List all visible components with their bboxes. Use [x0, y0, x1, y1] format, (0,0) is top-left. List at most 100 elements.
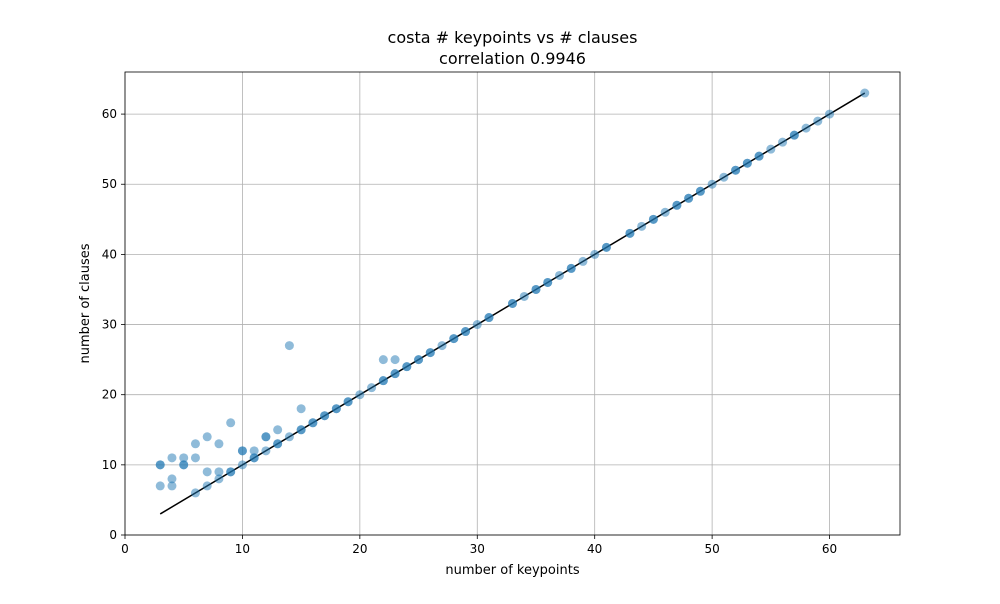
data-point — [214, 474, 224, 484]
data-point — [601, 242, 611, 252]
data-point — [519, 291, 529, 301]
data-point — [237, 446, 247, 456]
data-point — [554, 270, 564, 280]
data-point — [801, 123, 811, 133]
x-tick-label: 40 — [587, 542, 602, 556]
data-points — [155, 88, 870, 498]
data-point — [813, 116, 823, 126]
data-point — [660, 207, 670, 217]
x-tick-label: 50 — [704, 542, 719, 556]
data-point — [543, 277, 553, 287]
data-point — [167, 481, 177, 491]
data-point — [367, 383, 377, 393]
data-point — [249, 453, 259, 463]
data-point — [320, 411, 330, 421]
axes-frame — [124, 71, 901, 536]
x-tick-label: 60 — [822, 542, 837, 556]
data-point — [508, 299, 517, 308]
data-point — [273, 425, 283, 435]
data-point — [214, 467, 224, 477]
axes — [121, 71, 901, 539]
data-point — [566, 263, 576, 273]
data-point — [437, 341, 447, 351]
data-point — [237, 460, 247, 470]
data-point — [261, 432, 271, 442]
tick-labels: 0 10 20 30 40 50 60 0 10 20 30 40 50 60 — [102, 107, 837, 556]
data-point — [789, 130, 799, 140]
data-point — [261, 446, 271, 456]
data-point — [531, 284, 541, 294]
data-point — [179, 460, 189, 470]
data-point — [214, 439, 224, 449]
data-point — [190, 488, 200, 498]
data-point — [179, 453, 189, 463]
data-point — [296, 425, 306, 435]
data-point — [860, 88, 870, 98]
y-tick-label: 50 — [102, 177, 117, 191]
data-point — [754, 151, 764, 161]
data-point — [766, 144, 776, 154]
y-tick-label: 30 — [102, 318, 117, 332]
data-point — [778, 137, 788, 147]
x-tick-label: 10 — [235, 542, 250, 556]
data-point — [637, 221, 647, 231]
data-point — [390, 369, 400, 379]
y-tick-label: 60 — [102, 107, 117, 121]
x-tick-label: 0 — [121, 542, 129, 556]
data-point — [296, 404, 306, 414]
data-point — [249, 446, 259, 456]
x-tick-label: 30 — [470, 542, 485, 556]
data-point — [425, 348, 435, 358]
data-point — [226, 467, 236, 477]
data-point — [167, 474, 177, 484]
data-point — [707, 179, 717, 189]
data-point — [202, 467, 212, 477]
y-axis-label: number of clauses — [78, 243, 93, 363]
y-tick-label: 20 — [102, 388, 117, 402]
chart-title: costa # keypoints vs # clauses — [388, 28, 638, 47]
data-point — [167, 453, 177, 463]
chart-subtitle: correlation 0.9946 — [439, 49, 586, 68]
data-point — [484, 313, 494, 323]
data-point — [590, 249, 600, 259]
data-point — [378, 376, 388, 386]
data-point — [355, 390, 365, 400]
data-point — [472, 320, 482, 330]
data-point — [648, 214, 658, 224]
data-point — [684, 193, 694, 203]
data-point — [273, 439, 283, 449]
data-point — [190, 453, 200, 463]
data-point — [625, 228, 635, 238]
data-point — [402, 362, 412, 372]
data-point — [308, 418, 318, 428]
data-point — [378, 355, 388, 365]
data-point — [343, 397, 353, 407]
y-tick-label: 40 — [102, 247, 117, 261]
data-point — [190, 439, 200, 449]
data-point — [226, 418, 236, 428]
data-point — [155, 481, 165, 491]
data-point — [155, 460, 165, 470]
data-point — [284, 341, 294, 351]
data-point — [331, 404, 341, 414]
data-point — [414, 355, 424, 365]
data-point — [742, 158, 752, 168]
data-point — [202, 432, 212, 442]
data-point — [825, 109, 835, 119]
x-tick-label: 20 — [352, 542, 367, 556]
y-tick-label: 0 — [109, 528, 117, 542]
y-tick-label: 10 — [102, 458, 117, 472]
data-point — [449, 334, 459, 344]
x-axis-label: number of keypoints — [445, 563, 579, 578]
data-point — [578, 256, 588, 266]
data-point — [390, 355, 400, 365]
data-point — [731, 165, 741, 175]
data-point — [284, 432, 294, 442]
data-point — [672, 200, 682, 210]
data-point — [719, 172, 729, 182]
data-point — [461, 327, 471, 337]
data-point — [695, 186, 705, 196]
data-point — [202, 481, 212, 491]
